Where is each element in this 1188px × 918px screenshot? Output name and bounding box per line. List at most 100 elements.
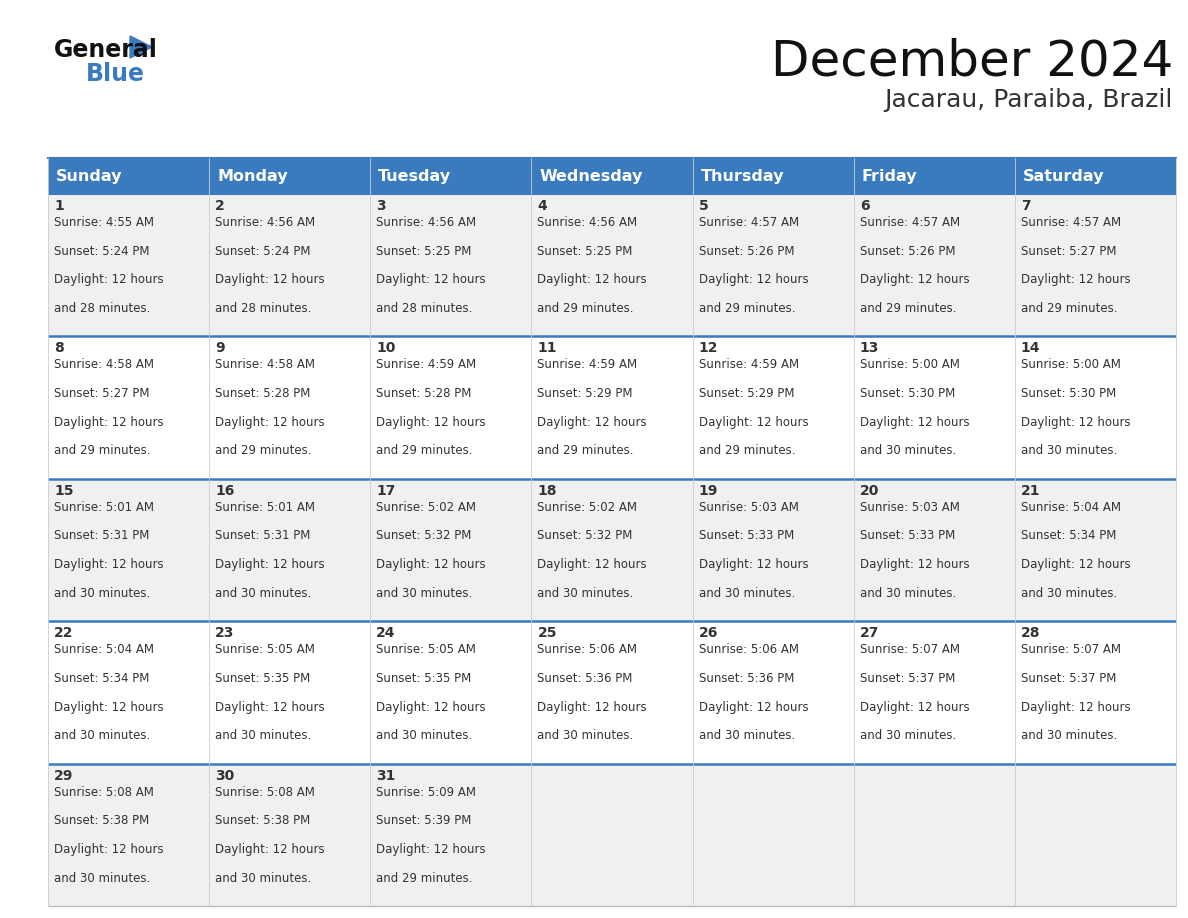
Text: Sunrise: 4:56 AM: Sunrise: 4:56 AM <box>537 216 638 229</box>
Text: Monday: Monday <box>217 169 287 184</box>
Text: Sunrise: 5:04 AM: Sunrise: 5:04 AM <box>53 644 154 656</box>
Text: Daylight: 12 hours: Daylight: 12 hours <box>53 558 164 571</box>
Bar <box>209 764 371 906</box>
Text: Tuesday: Tuesday <box>378 169 451 184</box>
Bar <box>693 194 854 336</box>
Text: Daylight: 12 hours: Daylight: 12 hours <box>377 274 486 286</box>
Text: and 30 minutes.: and 30 minutes. <box>53 871 150 885</box>
Text: Wednesday: Wednesday <box>539 169 643 184</box>
Text: and 30 minutes.: and 30 minutes. <box>860 444 956 457</box>
Text: General: General <box>53 38 158 62</box>
Bar <box>371 479 531 621</box>
Text: and 30 minutes.: and 30 minutes. <box>537 587 633 599</box>
Text: Sunrise: 4:57 AM: Sunrise: 4:57 AM <box>1020 216 1121 229</box>
Text: Daylight: 12 hours: Daylight: 12 hours <box>860 558 969 571</box>
Text: Daylight: 12 hours: Daylight: 12 hours <box>53 274 164 286</box>
Bar <box>1015 158 1176 194</box>
Text: and 30 minutes.: and 30 minutes. <box>215 729 311 742</box>
Text: Sunset: 5:24 PM: Sunset: 5:24 PM <box>215 245 310 258</box>
Text: and 29 minutes.: and 29 minutes. <box>537 302 634 315</box>
Bar <box>531 336 693 479</box>
Text: Sunset: 5:36 PM: Sunset: 5:36 PM <box>699 672 794 685</box>
Text: Sunday: Sunday <box>56 169 122 184</box>
Text: Sunrise: 5:03 AM: Sunrise: 5:03 AM <box>699 501 798 514</box>
Text: and 29 minutes.: and 29 minutes. <box>860 302 956 315</box>
Text: Sunset: 5:35 PM: Sunset: 5:35 PM <box>377 672 472 685</box>
Text: 18: 18 <box>537 484 557 498</box>
Text: Daylight: 12 hours: Daylight: 12 hours <box>1020 700 1131 713</box>
Text: Sunset: 5:27 PM: Sunset: 5:27 PM <box>1020 245 1117 258</box>
Text: 7: 7 <box>1020 199 1030 213</box>
Text: Sunrise: 5:09 AM: Sunrise: 5:09 AM <box>377 786 476 799</box>
Text: Daylight: 12 hours: Daylight: 12 hours <box>1020 274 1131 286</box>
Text: 14: 14 <box>1020 341 1041 355</box>
Bar <box>693 336 854 479</box>
Bar <box>531 194 693 336</box>
Text: 4: 4 <box>537 199 548 213</box>
Text: Sunrise: 5:08 AM: Sunrise: 5:08 AM <box>215 786 315 799</box>
Text: Sunset: 5:30 PM: Sunset: 5:30 PM <box>1020 387 1116 400</box>
Text: Daylight: 12 hours: Daylight: 12 hours <box>377 700 486 713</box>
Text: and 28 minutes.: and 28 minutes. <box>215 302 311 315</box>
Text: and 30 minutes.: and 30 minutes. <box>1020 729 1117 742</box>
Text: Sunrise: 5:01 AM: Sunrise: 5:01 AM <box>53 501 154 514</box>
Bar <box>531 764 693 906</box>
Text: Sunset: 5:35 PM: Sunset: 5:35 PM <box>215 672 310 685</box>
Bar <box>48 479 209 621</box>
Text: 30: 30 <box>215 768 234 783</box>
Text: and 30 minutes.: and 30 minutes. <box>699 587 795 599</box>
Text: Sunset: 5:34 PM: Sunset: 5:34 PM <box>1020 530 1117 543</box>
Text: Sunrise: 4:59 AM: Sunrise: 4:59 AM <box>377 358 476 372</box>
Text: Sunrise: 5:05 AM: Sunrise: 5:05 AM <box>215 644 315 656</box>
Text: Saturday: Saturday <box>1023 169 1105 184</box>
Text: Daylight: 12 hours: Daylight: 12 hours <box>1020 416 1131 429</box>
Bar <box>693 479 854 621</box>
Text: Daylight: 12 hours: Daylight: 12 hours <box>860 416 969 429</box>
Text: Daylight: 12 hours: Daylight: 12 hours <box>215 700 324 713</box>
Text: and 29 minutes.: and 29 minutes. <box>377 444 473 457</box>
Text: Sunrise: 5:00 AM: Sunrise: 5:00 AM <box>1020 358 1120 372</box>
Text: Sunset: 5:38 PM: Sunset: 5:38 PM <box>53 814 150 827</box>
Bar <box>48 336 209 479</box>
Text: and 30 minutes.: and 30 minutes. <box>53 729 150 742</box>
Text: Daylight: 12 hours: Daylight: 12 hours <box>377 558 486 571</box>
Text: 22: 22 <box>53 626 74 640</box>
Text: Sunset: 5:32 PM: Sunset: 5:32 PM <box>537 530 633 543</box>
Bar <box>1015 764 1176 906</box>
Text: and 30 minutes.: and 30 minutes. <box>537 729 633 742</box>
Text: 9: 9 <box>215 341 225 355</box>
Bar <box>209 158 371 194</box>
Text: Sunrise: 4:59 AM: Sunrise: 4:59 AM <box>699 358 798 372</box>
Text: 11: 11 <box>537 341 557 355</box>
Bar <box>371 194 531 336</box>
Text: Sunset: 5:37 PM: Sunset: 5:37 PM <box>1020 672 1117 685</box>
Text: Daylight: 12 hours: Daylight: 12 hours <box>215 416 324 429</box>
Bar <box>48 194 209 336</box>
Text: Sunset: 5:30 PM: Sunset: 5:30 PM <box>860 387 955 400</box>
Text: Daylight: 12 hours: Daylight: 12 hours <box>860 274 969 286</box>
Text: Daylight: 12 hours: Daylight: 12 hours <box>537 558 647 571</box>
Text: Sunset: 5:39 PM: Sunset: 5:39 PM <box>377 814 472 827</box>
Text: Sunset: 5:24 PM: Sunset: 5:24 PM <box>53 245 150 258</box>
Text: Daylight: 12 hours: Daylight: 12 hours <box>699 274 808 286</box>
Text: Daylight: 12 hours: Daylight: 12 hours <box>215 274 324 286</box>
Text: Daylight: 12 hours: Daylight: 12 hours <box>537 274 647 286</box>
Text: Sunrise: 4:57 AM: Sunrise: 4:57 AM <box>699 216 798 229</box>
Text: Sunrise: 4:58 AM: Sunrise: 4:58 AM <box>215 358 315 372</box>
Text: Sunset: 5:31 PM: Sunset: 5:31 PM <box>53 530 150 543</box>
Text: and 30 minutes.: and 30 minutes. <box>377 729 473 742</box>
Text: 17: 17 <box>377 484 396 498</box>
Text: and 30 minutes.: and 30 minutes. <box>1020 444 1117 457</box>
Text: and 29 minutes.: and 29 minutes. <box>53 444 151 457</box>
Bar <box>48 158 209 194</box>
Text: Sunset: 5:34 PM: Sunset: 5:34 PM <box>53 672 150 685</box>
Bar <box>854 336 1015 479</box>
Bar <box>1015 336 1176 479</box>
Text: Sunset: 5:29 PM: Sunset: 5:29 PM <box>699 387 794 400</box>
Text: and 30 minutes.: and 30 minutes. <box>215 871 311 885</box>
Text: Thursday: Thursday <box>701 169 784 184</box>
Text: and 29 minutes.: and 29 minutes. <box>377 871 473 885</box>
Text: Sunset: 5:37 PM: Sunset: 5:37 PM <box>860 672 955 685</box>
Bar <box>531 621 693 764</box>
Text: Sunrise: 4:57 AM: Sunrise: 4:57 AM <box>860 216 960 229</box>
